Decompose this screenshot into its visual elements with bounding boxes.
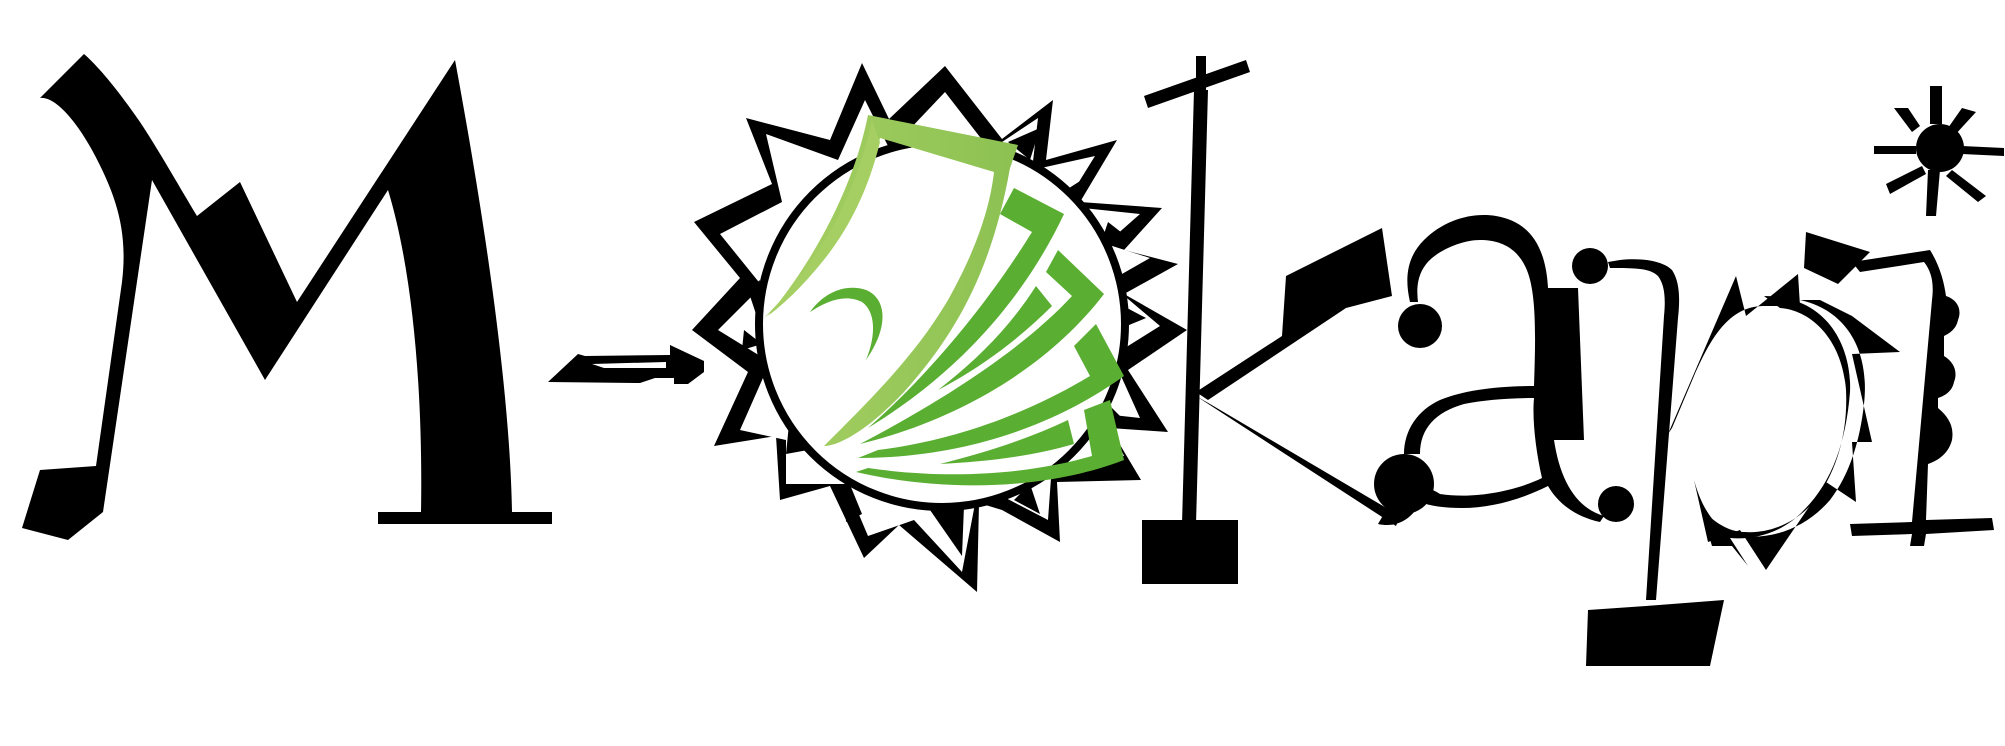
letter-a	[1374, 215, 1634, 526]
letter-m	[22, 54, 552, 540]
letter-p	[1572, 232, 1900, 666]
arrow-icon	[548, 345, 704, 384]
green-leaves-icon	[764, 115, 1124, 486]
small-star-icon	[1874, 86, 2004, 216]
letter-i	[1850, 250, 1994, 546]
letter-k	[1140, 56, 1400, 584]
